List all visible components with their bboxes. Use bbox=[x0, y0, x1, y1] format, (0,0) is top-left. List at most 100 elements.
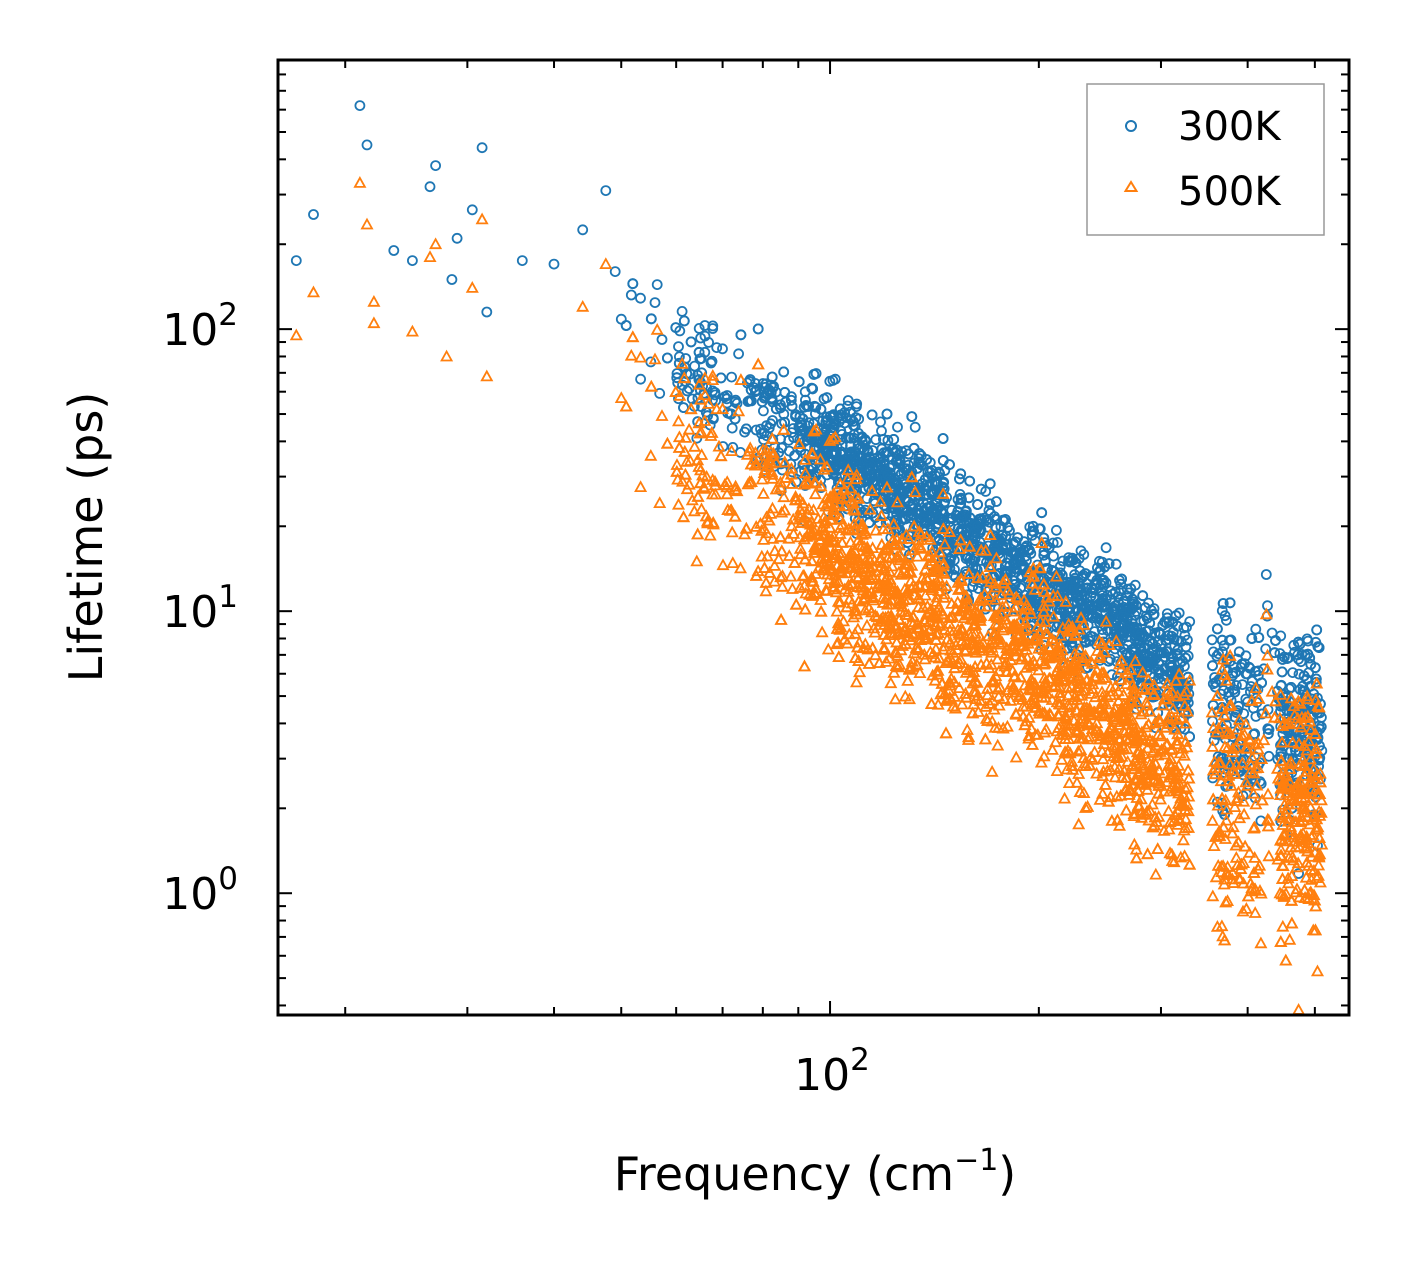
point-300K bbox=[451, 232, 463, 244]
point-300K bbox=[968, 555, 980, 567]
point-300K bbox=[863, 452, 875, 463]
point-300K bbox=[1095, 596, 1107, 608]
point-500K bbox=[716, 558, 730, 571]
point-500K bbox=[1088, 745, 1102, 757]
point-300K bbox=[678, 315, 690, 327]
point-500K bbox=[644, 448, 658, 461]
point-300K bbox=[968, 542, 979, 553]
point-500K bbox=[1020, 651, 1034, 663]
point-500K bbox=[1215, 919, 1229, 932]
point-300K bbox=[1115, 604, 1127, 615]
point-500K bbox=[901, 593, 915, 605]
point-500K bbox=[1122, 670, 1136, 683]
point-300K bbox=[853, 427, 864, 439]
point-500K bbox=[650, 322, 664, 335]
point-300K bbox=[912, 504, 923, 516]
point-300K bbox=[744, 395, 755, 407]
point-300K bbox=[882, 434, 894, 446]
point-500K bbox=[1130, 745, 1144, 758]
point-500K bbox=[749, 569, 763, 581]
point-500K bbox=[846, 502, 860, 515]
point-500K bbox=[1102, 729, 1116, 742]
point-500K bbox=[1041, 709, 1055, 722]
point-500K bbox=[980, 688, 995, 700]
point-500K bbox=[1157, 766, 1171, 779]
point-500K bbox=[1239, 741, 1253, 754]
point-500K bbox=[1215, 717, 1229, 730]
point-500K bbox=[715, 402, 730, 414]
point-500K bbox=[712, 439, 726, 452]
point-500K bbox=[1153, 792, 1168, 805]
point-300K bbox=[1224, 597, 1236, 609]
point-300K bbox=[913, 448, 925, 459]
point-500K bbox=[1286, 853, 1300, 866]
point-500K bbox=[1093, 793, 1107, 805]
point-500K bbox=[784, 569, 798, 582]
point-300K bbox=[866, 409, 878, 421]
point-500K bbox=[884, 676, 898, 689]
point-300K bbox=[758, 405, 769, 417]
point-300K bbox=[908, 457, 920, 469]
point-300K bbox=[1100, 542, 1112, 554]
point-300K bbox=[800, 394, 811, 406]
point-500K bbox=[910, 549, 925, 562]
point-300K bbox=[955, 468, 967, 480]
point-500K bbox=[808, 487, 822, 500]
point-500K bbox=[1152, 778, 1166, 791]
point-500K bbox=[1274, 842, 1288, 855]
point-500K bbox=[833, 595, 847, 608]
point-300K bbox=[1026, 605, 1038, 616]
point-300K bbox=[1260, 569, 1272, 580]
point-500K bbox=[1043, 671, 1057, 684]
point-500K bbox=[1149, 867, 1163, 880]
point-300K bbox=[1078, 600, 1090, 612]
point-300K bbox=[875, 451, 886, 463]
point-300K bbox=[1110, 606, 1121, 617]
point-300K bbox=[1067, 598, 1079, 610]
point-500K bbox=[928, 673, 942, 686]
point-500K bbox=[1237, 856, 1251, 868]
point-500K bbox=[1273, 886, 1287, 899]
point-300K bbox=[1135, 642, 1147, 654]
point-500K bbox=[1033, 638, 1047, 651]
point-500K bbox=[1009, 706, 1023, 719]
point-500K bbox=[1276, 765, 1290, 778]
point-500K bbox=[1081, 732, 1095, 745]
point-300K bbox=[828, 410, 840, 422]
point-500K bbox=[1032, 626, 1046, 638]
point-300K bbox=[919, 473, 931, 485]
point-500K bbox=[1243, 845, 1257, 858]
point-500K bbox=[1110, 789, 1124, 802]
point-300K bbox=[957, 524, 968, 536]
point-300K bbox=[1038, 573, 1050, 585]
point-300K bbox=[1249, 666, 1261, 677]
point-300K bbox=[290, 255, 302, 267]
point-500K bbox=[1238, 728, 1252, 740]
point-300K bbox=[1006, 547, 1018, 558]
point-500K bbox=[1046, 609, 1061, 622]
point-500K bbox=[1183, 673, 1197, 686]
point-300K bbox=[635, 373, 646, 385]
point-500K bbox=[738, 527, 752, 540]
point-500K bbox=[1139, 695, 1153, 708]
point-500K bbox=[1151, 786, 1165, 799]
point-300K bbox=[1292, 636, 1304, 648]
point-300K bbox=[1116, 573, 1127, 585]
point-300K bbox=[684, 368, 696, 380]
point-500K bbox=[940, 579, 954, 592]
point-500K bbox=[1029, 727, 1043, 740]
point-300K bbox=[481, 306, 493, 318]
point-300K bbox=[1233, 646, 1245, 658]
point-300K bbox=[1118, 611, 1129, 622]
point-500K bbox=[1206, 889, 1220, 902]
point-500K bbox=[1259, 607, 1273, 620]
point-300K bbox=[1114, 575, 1125, 586]
point-300K bbox=[894, 455, 906, 467]
point-500K bbox=[798, 452, 812, 465]
point-500K bbox=[1032, 561, 1046, 573]
point-300K bbox=[1089, 626, 1100, 637]
point-500K bbox=[999, 664, 1014, 677]
point-500K bbox=[706, 369, 720, 381]
point-300K bbox=[1304, 652, 1316, 664]
point-500K bbox=[1205, 813, 1220, 826]
